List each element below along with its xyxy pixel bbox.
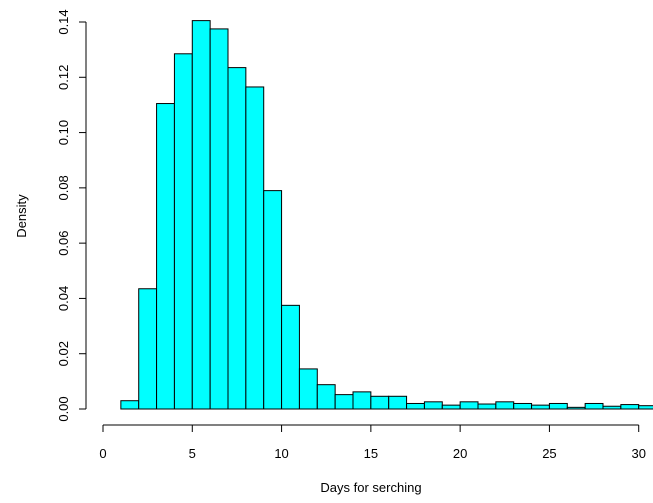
histogram-bar [316, 384, 336, 410]
x-axis-title: Days for serching [320, 480, 421, 495]
x-tick-label: 5 [189, 446, 196, 461]
histogram-bar [173, 53, 193, 410]
bars-group [120, 20, 653, 410]
histogram-bar [495, 401, 515, 410]
histogram-bar [531, 404, 550, 410]
y-tick-label: 0.12 [56, 65, 71, 90]
x-tick-label: 15 [364, 446, 378, 461]
y-tick-label: 0.08 [56, 175, 71, 200]
y-tick-label: 0.04 [56, 286, 71, 311]
histogram-bar [227, 67, 247, 410]
histogram-bar [298, 368, 318, 410]
histogram-bar [370, 395, 390, 410]
histogram-bar [513, 402, 533, 410]
y-tick-label: 0.00 [56, 396, 71, 421]
histogram-bar [388, 395, 408, 410]
histogram-bar [156, 103, 175, 410]
histogram-bar [548, 402, 568, 410]
histogram-bar [263, 190, 283, 410]
x-tick-label: 25 [542, 446, 556, 461]
histogram-bar [441, 404, 461, 410]
histogram-bar [423, 401, 443, 410]
histogram-bar [352, 391, 372, 410]
x-tick-label: 30 [631, 446, 645, 461]
histogram-bar [477, 403, 497, 410]
histogram-bar [620, 404, 640, 410]
histogram-bar [138, 288, 158, 410]
histogram-bar [406, 402, 425, 410]
histogram-bar [191, 20, 211, 410]
histogram-bar [120, 400, 140, 410]
histogram-bar [209, 28, 229, 410]
histogram-bar [459, 401, 479, 410]
x-tick-label: 20 [453, 446, 467, 461]
x-tick-label: 10 [274, 446, 288, 461]
histogram-bar [281, 304, 300, 410]
y-tick-label: 0.14 [56, 9, 71, 34]
y-axis: 0.00 0.02 0.04 0.06 0.08 0.10 0.12 0.14 [56, 9, 87, 422]
y-axis-title: Density [14, 194, 29, 238]
histogram-bar [334, 394, 354, 410]
x-axis: 0 5 10 15 20 25 30 [99, 424, 646, 461]
histogram-bar [245, 86, 265, 410]
histogram-bar [566, 406, 586, 410]
x-tick-label: 0 [99, 446, 106, 461]
histogram-bar [584, 402, 604, 410]
histogram-bar [602, 405, 622, 410]
y-tick-label: 0.02 [56, 341, 71, 366]
y-tick-label: 0.06 [56, 230, 71, 255]
y-tick-label: 0.10 [56, 120, 71, 145]
histogram-bar [638, 405, 653, 410]
